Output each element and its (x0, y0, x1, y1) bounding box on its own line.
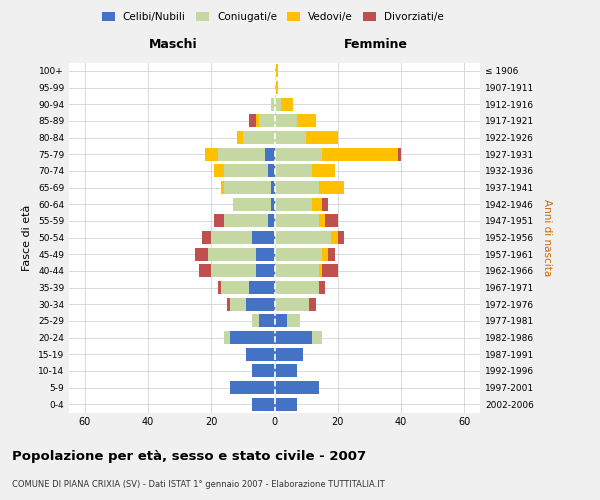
Bar (218, 148, 265, 160)
Bar (275, 264, 319, 278)
Bar (221, 281, 249, 294)
Bar (230, 381, 275, 394)
Bar (275, 364, 296, 378)
Bar (256, 248, 275, 260)
Bar (214, 164, 224, 177)
Bar (275, 198, 313, 210)
Y-axis label: Fasce di età: Fasce di età (22, 204, 32, 270)
Text: COMUNE DI PIANA CRIXIA (SV) - Dati ISTAT 1° gennaio 2007 - Elaborazione TUTTITAL: COMUNE DI PIANA CRIXIA (SV) - Dati ISTAT… (12, 480, 385, 489)
Legend: Celibi/Nubili, Coniugati/e, Vedovi/e, Divorziati/e: Celibi/Nubili, Coniugati/e, Vedovi/e, Di… (98, 8, 448, 26)
Bar (313, 331, 322, 344)
Bar (236, 131, 243, 144)
Bar (259, 314, 275, 328)
Bar (202, 231, 211, 244)
Bar (224, 164, 268, 177)
Y-axis label: Anni di nascita: Anni di nascita (542, 199, 553, 276)
Text: Popolazione per età, sesso e stato civile - 2007: Popolazione per età, sesso e stato civil… (12, 450, 366, 463)
Bar (338, 231, 344, 244)
Bar (224, 214, 268, 228)
Bar (328, 248, 335, 260)
Bar (325, 214, 338, 228)
Bar (249, 114, 256, 128)
Bar (306, 131, 338, 144)
Bar (249, 281, 275, 294)
Bar (322, 248, 328, 260)
Bar (275, 298, 309, 310)
Bar (271, 98, 275, 110)
Bar (253, 398, 275, 410)
Bar (271, 198, 275, 210)
Bar (287, 314, 300, 328)
Bar (253, 231, 275, 244)
Bar (275, 314, 287, 328)
Bar (271, 181, 275, 194)
Bar (253, 364, 275, 378)
Bar (319, 181, 344, 194)
Bar (275, 131, 306, 144)
Bar (227, 298, 230, 310)
Bar (275, 398, 296, 410)
Bar (319, 281, 325, 294)
Bar (319, 264, 322, 278)
Bar (331, 231, 338, 244)
Text: Femmine: Femmine (344, 38, 407, 51)
Bar (398, 148, 401, 160)
Bar (275, 114, 296, 128)
Bar (309, 298, 316, 310)
Bar (275, 381, 319, 394)
Bar (313, 164, 335, 177)
Bar (275, 348, 303, 360)
Bar (218, 281, 221, 294)
Bar (205, 148, 218, 160)
Bar (196, 248, 208, 260)
Bar (246, 348, 275, 360)
Bar (275, 214, 319, 228)
Bar (275, 148, 322, 160)
Bar (256, 264, 275, 278)
Bar (253, 314, 259, 328)
Bar (281, 98, 293, 110)
Bar (265, 148, 275, 160)
Bar (268, 214, 275, 228)
Text: Maschi: Maschi (149, 38, 197, 51)
Bar (224, 181, 271, 194)
Bar (221, 181, 224, 194)
Bar (275, 281, 319, 294)
Bar (275, 81, 278, 94)
Bar (243, 131, 275, 144)
Bar (268, 164, 275, 177)
Bar (233, 198, 271, 210)
Bar (275, 98, 281, 110)
Bar (275, 181, 319, 194)
Bar (322, 264, 338, 278)
Bar (296, 114, 316, 128)
Bar (275, 248, 322, 260)
Bar (275, 164, 313, 177)
Bar (313, 198, 322, 210)
Bar (275, 64, 278, 78)
Bar (199, 264, 211, 278)
Bar (275, 231, 331, 244)
Bar (230, 298, 246, 310)
Bar (322, 198, 328, 210)
Bar (246, 298, 275, 310)
Bar (259, 114, 275, 128)
Bar (224, 331, 230, 344)
Bar (230, 331, 275, 344)
Bar (214, 214, 224, 228)
Bar (208, 248, 256, 260)
Bar (211, 264, 256, 278)
Bar (322, 148, 398, 160)
Bar (211, 231, 253, 244)
Bar (256, 114, 259, 128)
Bar (275, 331, 313, 344)
Bar (319, 214, 325, 228)
